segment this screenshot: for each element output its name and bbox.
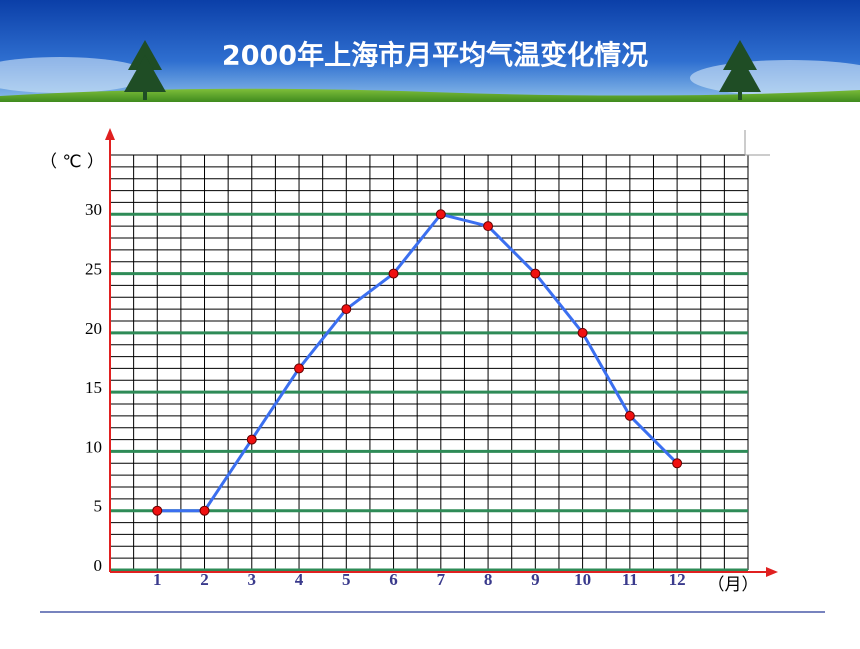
chart-title: 2000年上海市月平均气温变化情况 bbox=[222, 40, 648, 72]
x-tick-label: 12 bbox=[669, 570, 686, 589]
y-axis-arrow bbox=[105, 128, 115, 140]
y-tick-label: 10 bbox=[85, 437, 102, 456]
x-axis-label: （月） bbox=[708, 575, 759, 595]
x-tick-label: 10 bbox=[574, 570, 591, 589]
y-tick-label: 30 bbox=[85, 200, 102, 219]
y-tick-label: 25 bbox=[85, 259, 102, 278]
x-tick-label: 9 bbox=[531, 570, 540, 589]
y-tick-label: 20 bbox=[85, 319, 102, 338]
x-tick-label: 1 bbox=[153, 570, 162, 589]
data-point bbox=[435, 209, 446, 220]
x-tick-label: 3 bbox=[248, 570, 257, 589]
header-banner bbox=[0, 0, 860, 102]
grid bbox=[109, 154, 749, 572]
data-point bbox=[672, 458, 683, 469]
data-point bbox=[530, 268, 541, 279]
data-point bbox=[294, 363, 305, 374]
y-tick-label: 5 bbox=[94, 497, 103, 516]
data-point bbox=[199, 505, 210, 516]
data-point bbox=[341, 304, 352, 315]
x-tick-label: 2 bbox=[200, 570, 209, 589]
x-tick-label: 11 bbox=[622, 570, 638, 589]
x-tick-label: 7 bbox=[437, 570, 446, 589]
data-point bbox=[483, 221, 494, 232]
data-point bbox=[388, 268, 399, 279]
data-line bbox=[157, 212, 679, 513]
y-tick-label: 0 bbox=[94, 556, 103, 575]
x-tick-label: 8 bbox=[484, 570, 493, 589]
x-tick-label: 4 bbox=[295, 570, 304, 589]
x-tick-label: 5 bbox=[342, 570, 351, 589]
data-point bbox=[624, 410, 635, 421]
data-point bbox=[152, 505, 163, 516]
y-axis-label: （ ℃ ） bbox=[40, 152, 104, 172]
y-tick-label: 15 bbox=[85, 378, 102, 397]
data-point bbox=[577, 327, 588, 338]
data-point bbox=[246, 434, 257, 445]
x-tick-label: 6 bbox=[389, 570, 398, 589]
x-axis-arrow bbox=[766, 567, 778, 577]
